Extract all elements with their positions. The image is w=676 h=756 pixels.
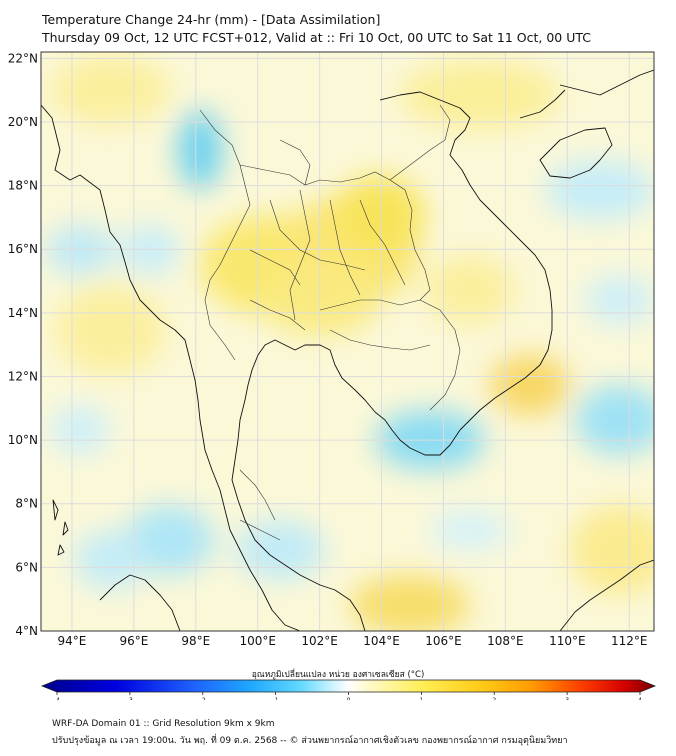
colorbar-ticks: -4 -3 -2 -1 0 1 2 3 4	[54, 692, 642, 700]
lon-tick-label: 96°E	[119, 634, 148, 648]
lon-tick-label: 104°E	[363, 634, 400, 648]
lat-tick-label: 16°N	[8, 242, 38, 256]
lon-tick-label: 112°E	[611, 634, 648, 648]
colorbar-tick-label: -2	[200, 697, 206, 700]
map-gridlines	[41, 52, 654, 631]
colorbar-tick-label: -3	[127, 697, 133, 700]
lat-tick-label: 4°N	[15, 624, 38, 638]
temperature-field	[41, 52, 654, 631]
temperature-change-map: 94°E 96°E 98°E 100°E 102°E 104°E 106°E 108°E 110…	[8, 51, 657, 700]
lat-tick-label: 20°N	[8, 115, 38, 129]
footer-model-info: WRF-DA Domain 01 :: Grid Resolution 9km …	[52, 719, 275, 729]
colorbar-tick-label: 4	[638, 697, 642, 700]
lon-tick-label: 106°E	[425, 634, 462, 648]
colorbar-tick-label: -4	[54, 697, 60, 700]
colorbar-tick-label: 2	[492, 697, 496, 700]
lat-tick-label: 12°N	[8, 369, 38, 383]
map-frame	[40, 51, 655, 632]
colorbar-tick-label: 3	[565, 697, 569, 700]
lat-tick-label: 8°N	[15, 497, 38, 511]
colorbar-tick-label: 0	[347, 697, 351, 700]
colorbar-label: อุณหภูมิเปลี่ยนแปลง หน่วย องศาเซลเซียส (…	[251, 670, 425, 680]
lon-tick-label: 98°E	[181, 634, 210, 648]
colorbar-tick-label: 1	[419, 697, 423, 700]
lon-tick-label: 100°E	[239, 634, 276, 648]
lat-tick-label: 6°N	[15, 560, 38, 574]
lon-tick-label: 102°E	[301, 634, 338, 648]
longitude-labels: 94°E 96°E 98°E 100°E 102°E 104°E 106°E 108°E 110…	[58, 634, 648, 648]
colorbar: -4 -3 -2 -1 0 1 2 3 4	[40, 679, 657, 700]
lon-tick-label: 110°E	[549, 634, 586, 648]
colorbar-tick-label: -1	[273, 697, 279, 700]
map-title: Temperature Change 24-hr (mm) - [Data As…	[42, 12, 381, 27]
admin-borders	[199, 104, 461, 541]
lon-tick-label: 108°E	[487, 634, 524, 648]
map-subtitle: Thursday 09 Oct, 12 UTC FCST+012, Valid …	[42, 30, 591, 45]
coastlines	[41, 69, 654, 631]
latitude-labels: 22°N 20°N 18°N 16°N 14°N 12°N 10°N 8°N 6°N 4°N	[8, 51, 38, 638]
colorbar-bar	[40, 679, 657, 693]
lon-tick-label: 94°E	[58, 634, 87, 648]
footer-credit: ปรับปรุงข้อมูล ณ เวลา 19:00น. วัน พฤ. ที…	[52, 736, 568, 746]
lat-tick-label: 22°N	[8, 51, 38, 65]
lat-tick-label: 14°N	[8, 306, 38, 320]
lat-tick-label: 10°N	[8, 433, 38, 447]
lat-tick-label: 18°N	[8, 179, 38, 193]
